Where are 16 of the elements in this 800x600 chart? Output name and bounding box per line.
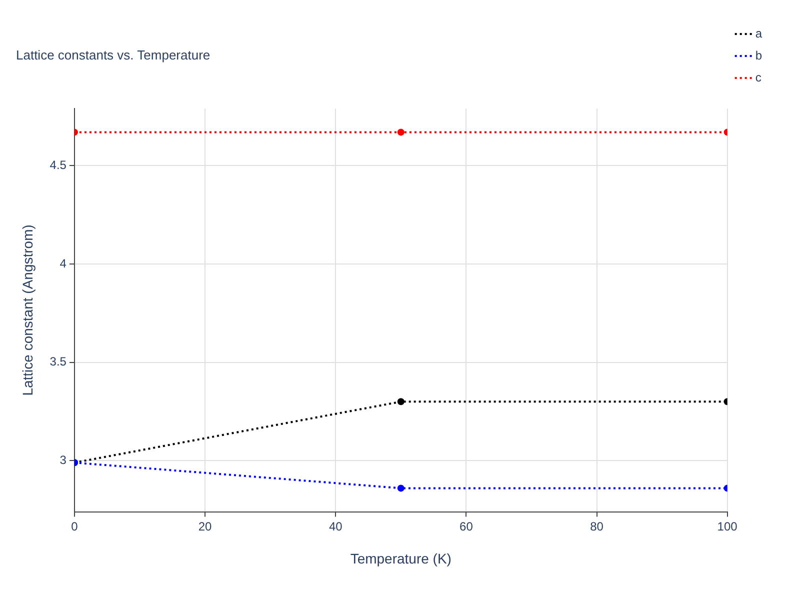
x-tick-label: 60: [460, 519, 474, 534]
y-tick-label: 3: [60, 452, 67, 467]
y-tick-label: 4.5: [50, 158, 67, 172]
y-tick-label: 3.5: [50, 354, 67, 369]
x-tick-label: 80: [590, 519, 604, 534]
legend-label: c: [755, 70, 762, 84]
legend-label: a: [755, 26, 762, 40]
x-tick-label: 0: [71, 519, 78, 534]
x-axis-title: Temperature (K): [350, 550, 452, 566]
x-tick-label: 40: [328, 519, 343, 534]
y-tick-label: 4: [60, 256, 67, 270]
y-axis-title: Lattice constant (Angstrom): [19, 224, 36, 396]
x-tick-label: 20: [198, 519, 212, 534]
legend-label: b: [755, 48, 762, 62]
x-tick-label: 100: [717, 519, 738, 534]
chart-title: Lattice constants vs. Temperature: [16, 47, 210, 62]
